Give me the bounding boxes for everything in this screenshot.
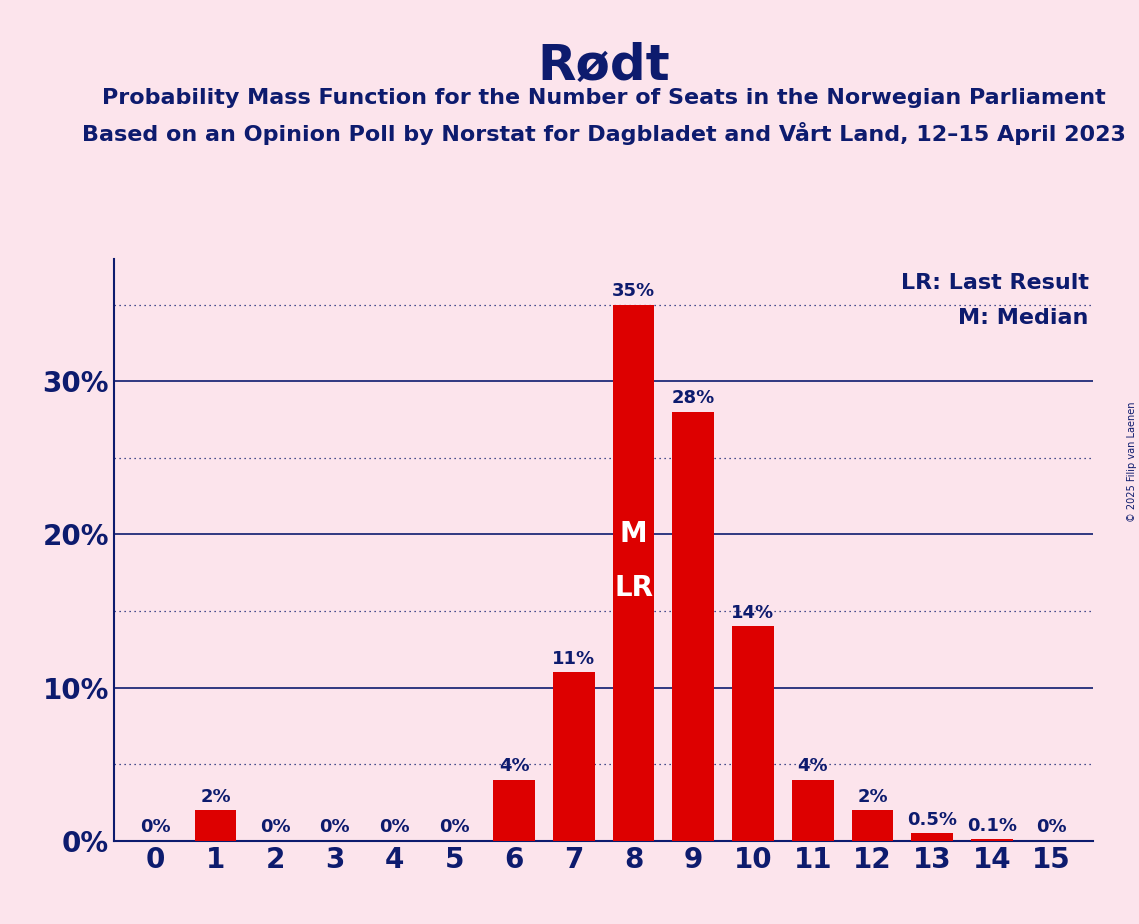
Text: © 2025 Filip van Laenen: © 2025 Filip van Laenen xyxy=(1126,402,1137,522)
Text: LR: LR xyxy=(614,574,653,602)
Bar xyxy=(195,810,237,841)
Text: 0%: 0% xyxy=(140,819,171,836)
Text: Rødt: Rødt xyxy=(538,42,670,90)
Text: Probability Mass Function for the Number of Seats in the Norwegian Parliament: Probability Mass Function for the Number… xyxy=(101,88,1106,108)
Text: 2%: 2% xyxy=(858,787,887,806)
Text: 0.1%: 0.1% xyxy=(967,817,1017,834)
Bar xyxy=(732,626,773,841)
Bar xyxy=(852,810,893,841)
Text: 2%: 2% xyxy=(200,787,231,806)
Text: 4%: 4% xyxy=(499,757,530,775)
Bar xyxy=(911,833,953,841)
Text: 0%: 0% xyxy=(439,819,469,836)
Text: 0%: 0% xyxy=(320,819,350,836)
Text: 28%: 28% xyxy=(672,389,715,407)
Bar xyxy=(552,673,595,841)
Text: 0%: 0% xyxy=(1036,819,1067,836)
Bar xyxy=(672,412,714,841)
Text: M: M xyxy=(620,520,647,549)
Text: LR: Last Result: LR: Last Result xyxy=(901,274,1089,293)
Bar xyxy=(792,780,834,841)
Text: 0.5%: 0.5% xyxy=(907,810,957,829)
Bar xyxy=(972,839,1013,841)
Text: 35%: 35% xyxy=(612,282,655,300)
Text: 14%: 14% xyxy=(731,603,775,622)
Bar xyxy=(493,780,535,841)
Bar xyxy=(613,305,655,841)
Text: 11%: 11% xyxy=(552,650,596,668)
Text: 4%: 4% xyxy=(797,757,828,775)
Text: 0%: 0% xyxy=(260,819,290,836)
Text: Based on an Opinion Poll by Norstat for Dagbladet and Vårt Land, 12–15 April 202: Based on an Opinion Poll by Norstat for … xyxy=(82,122,1125,145)
Text: 0%: 0% xyxy=(379,819,410,836)
Text: M: Median: M: Median xyxy=(958,309,1089,328)
